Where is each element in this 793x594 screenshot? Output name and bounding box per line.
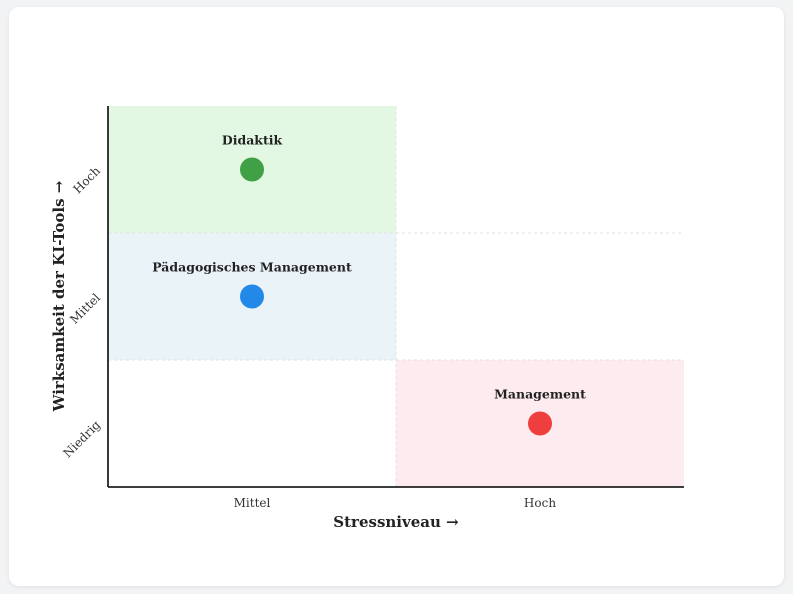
y-tick-label-0: Niedrig — [60, 418, 103, 461]
y-axis-title: Wirksamkeit der KI-Tools → — [50, 180, 68, 412]
data-point-1 — [240, 284, 264, 309]
grid-lines — [108, 106, 684, 487]
data-point-label-1: Pädagogisches Management — [152, 260, 352, 275]
x-tick-label-0: Mittel — [234, 496, 271, 510]
quadrant-regions — [108, 106, 684, 487]
data-points: Didaktik Pädagogisches Management Manageme… — [152, 133, 586, 436]
data-point-label-0: Didaktik — [222, 133, 283, 148]
data-point-2 — [528, 411, 552, 436]
data-point-label-2: Management — [494, 387, 586, 402]
x-tick-labels: Mittel Hoch — [234, 496, 557, 510]
y-tick-label-1: Mittel — [67, 291, 103, 327]
axes — [107, 106, 684, 488]
x-axis-title: Stressniveau → — [333, 513, 459, 531]
data-point-0 — [240, 157, 264, 182]
x-tick-label-1: Hoch — [524, 496, 556, 510]
y-tick-label-2: Hoch — [70, 164, 103, 197]
